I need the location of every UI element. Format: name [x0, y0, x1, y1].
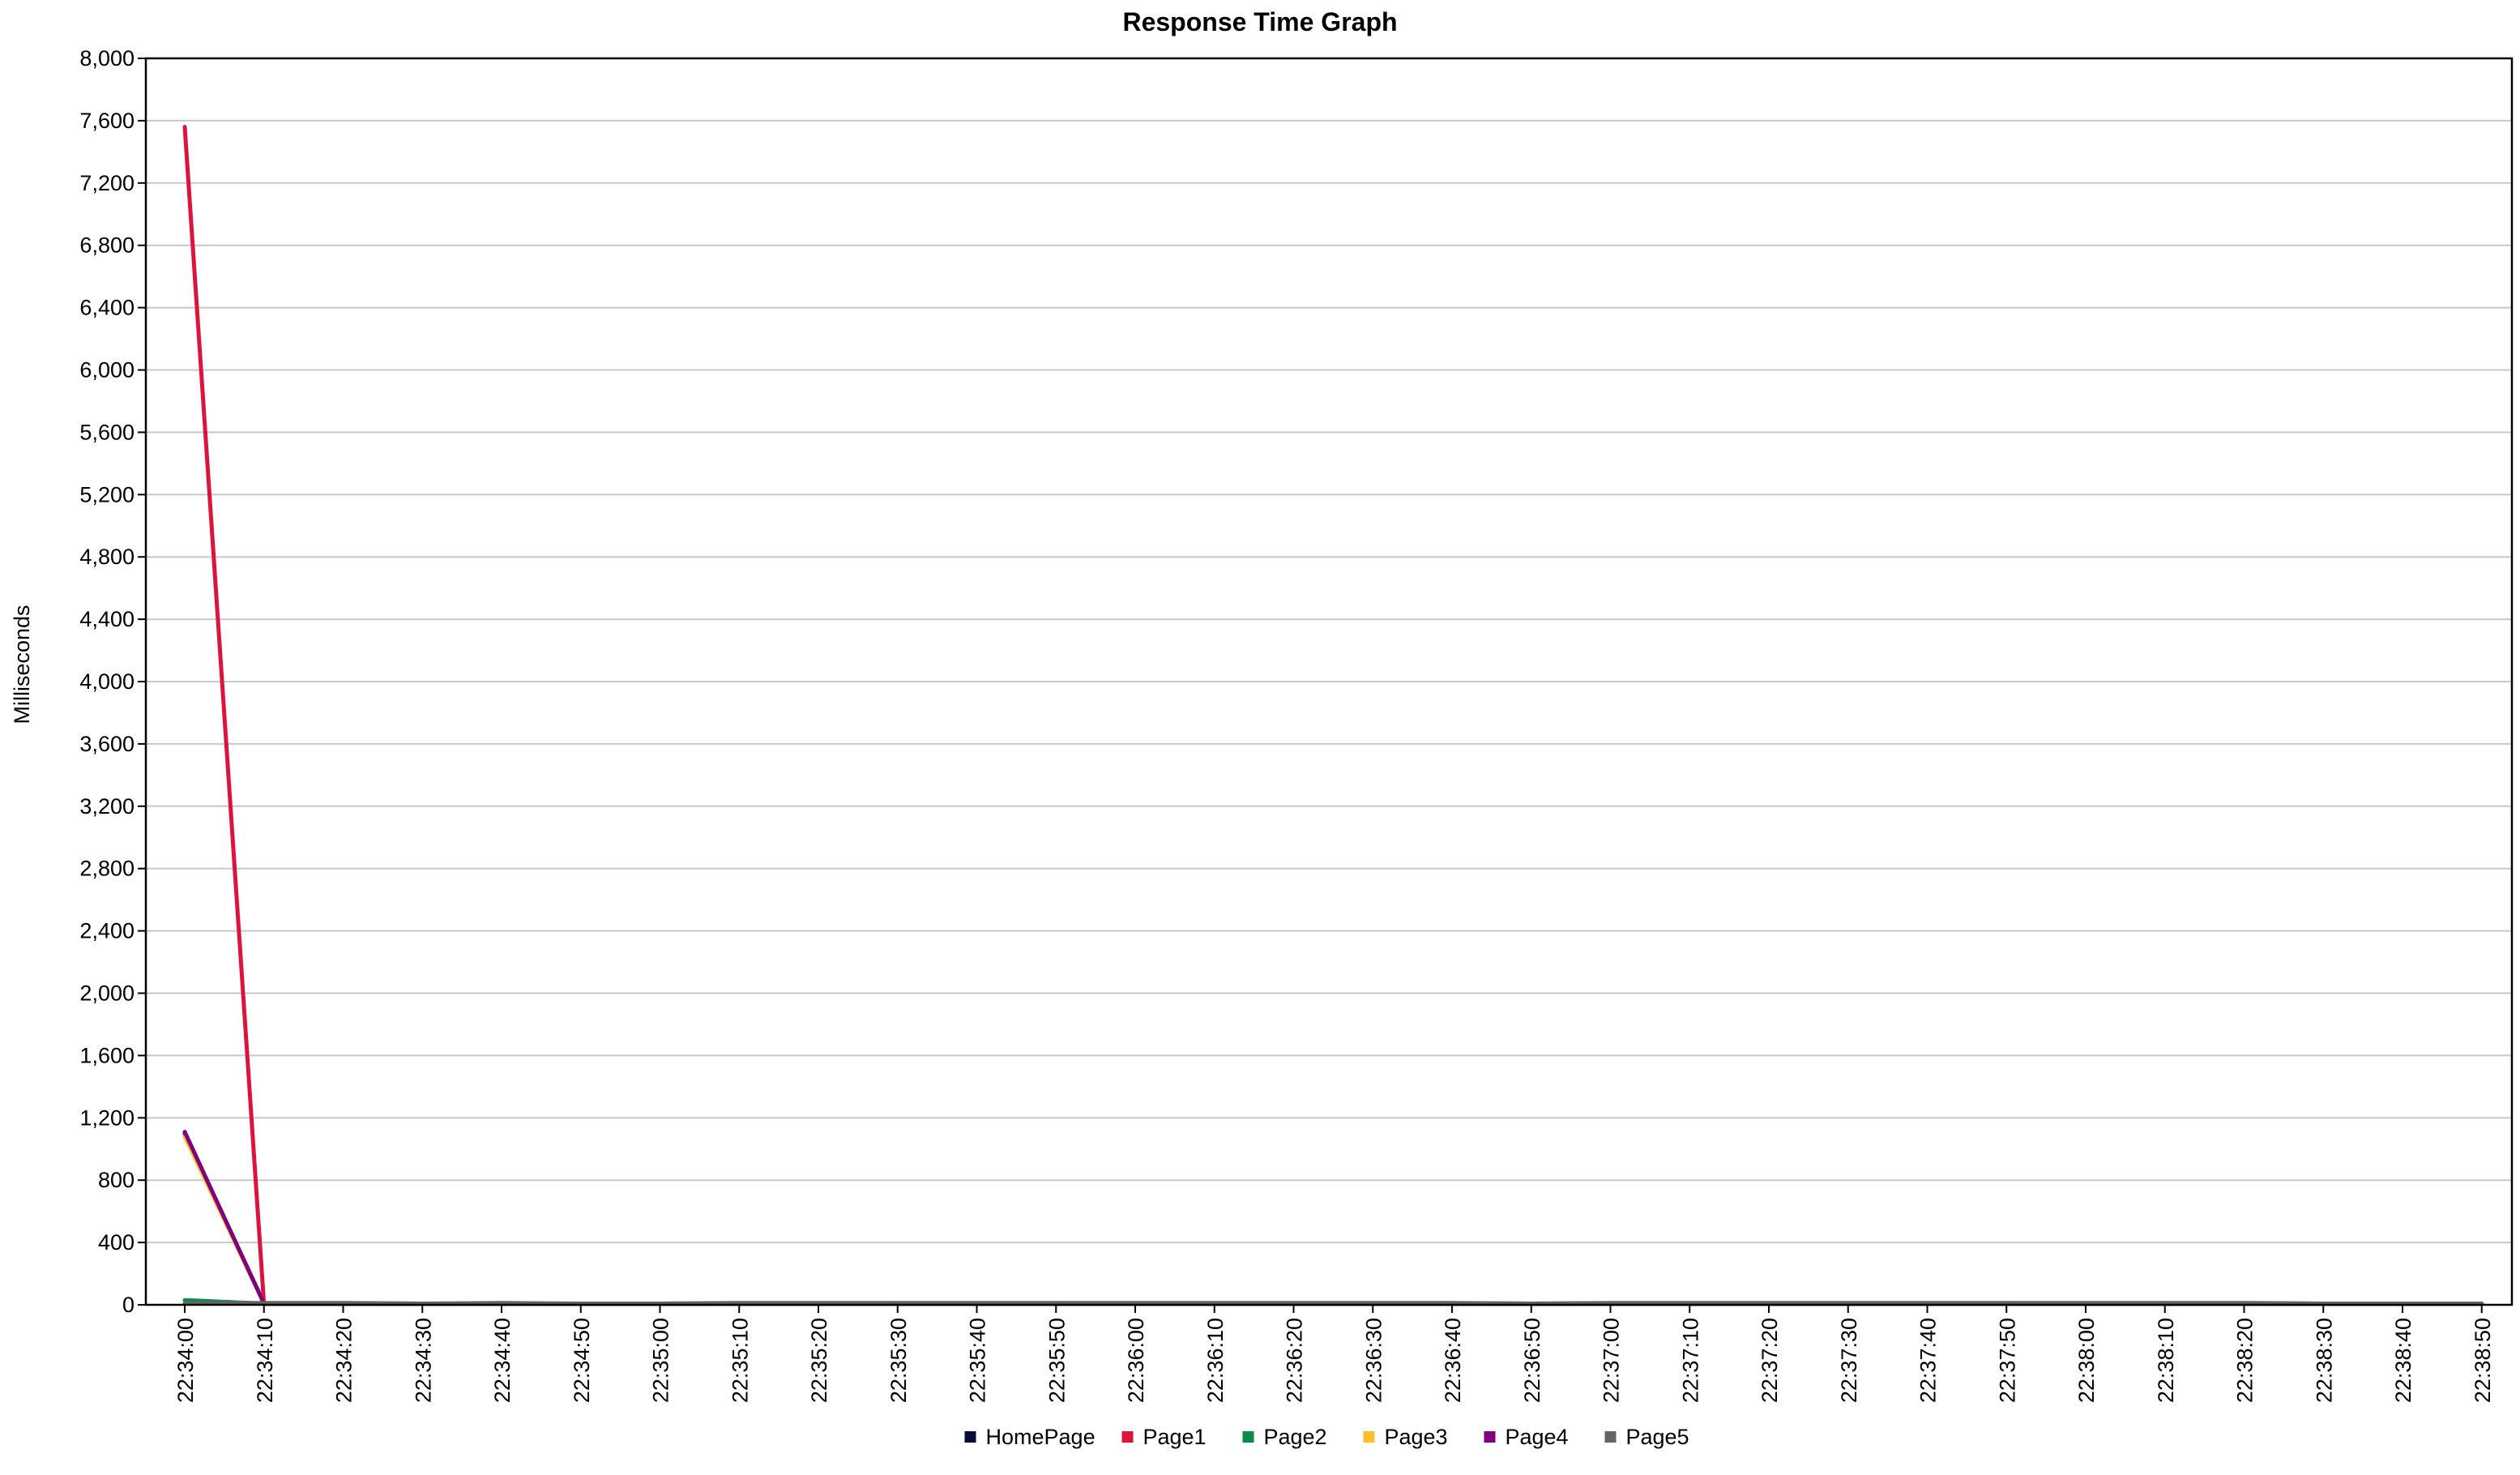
x-tick-label: 22:35:40	[966, 1318, 990, 1403]
y-tick-label: 5,200	[79, 482, 135, 507]
y-axis-label: Milliseconds	[10, 605, 34, 724]
x-tick-label: 22:35:10	[728, 1318, 752, 1403]
x-tick-label: 22:34:30	[411, 1318, 435, 1403]
x-tick-label: 22:36:20	[1283, 1318, 1307, 1403]
x-tick-label: 22:36:50	[1520, 1318, 1544, 1403]
legend-swatch-page3	[1363, 1431, 1375, 1443]
x-tick-label: 22:37:10	[1678, 1318, 1702, 1403]
x-tick-label: 22:35:30	[886, 1318, 911, 1403]
legend-swatch-homepage	[964, 1431, 976, 1443]
y-tick-label: 400	[98, 1230, 135, 1255]
y-tick-label: 7,200	[79, 171, 135, 195]
x-tick-label: 22:34:10	[253, 1318, 277, 1403]
y-tick-label: 5,600	[79, 420, 135, 444]
legend-label-page4: Page4	[1506, 1425, 1569, 1449]
y-tick-label: 3,600	[79, 732, 135, 756]
legend-label-page5: Page5	[1626, 1425, 1689, 1449]
legend-label-page1: Page1	[1143, 1425, 1207, 1449]
x-tick-label: 22:34:40	[490, 1318, 515, 1403]
y-tick-label: 0	[122, 1293, 135, 1317]
x-tick-label: 22:37:30	[1837, 1318, 1861, 1403]
y-tick-label: 4,000	[79, 669, 135, 694]
x-tick-label: 22:34:00	[173, 1318, 198, 1403]
y-tick-label: 6,000	[79, 358, 135, 383]
x-tick-label: 22:38:20	[2233, 1318, 2257, 1403]
x-tick-label: 22:38:10	[2154, 1318, 2178, 1403]
chart-title: Response Time Graph	[1122, 7, 1397, 36]
y-axis-ticks: 0 400 800 1,200 1,600 2,000 2,400 2,800 3,200 3,6…	[79, 46, 146, 1317]
y-tick-label: 8,000	[79, 46, 135, 71]
y-tick-label: 3,200	[79, 794, 135, 819]
legend-swatch-page2	[1242, 1431, 1254, 1443]
x-tick-label: 22:36:10	[1203, 1318, 1228, 1403]
x-tick-label: 22:38:30	[2312, 1318, 2336, 1403]
y-tick-label: 4,400	[79, 607, 135, 631]
series-line-page5	[182, 1301, 2484, 1306]
x-tick-label: 22:36:30	[1361, 1318, 1386, 1403]
legend-swatch-page4	[1484, 1431, 1496, 1443]
plot-area-frame	[144, 57, 2514, 1306]
x-tick-label: 22:35:20	[807, 1318, 831, 1403]
x-tick-label: 22:38:00	[2074, 1318, 2099, 1403]
x-tick-label: 22:35:50	[1044, 1318, 1069, 1403]
x-axis-ticks: 22:34:00 22:34:10 22:34:20 22:34:30 22:34:40…	[173, 1305, 2495, 1403]
x-tick-label: 22:38:50	[2471, 1318, 2495, 1403]
x-tick-label: 22:34:20	[332, 1318, 357, 1403]
x-tick-label: 22:34:50	[570, 1318, 594, 1403]
legend-label-page2: Page2	[1264, 1425, 1327, 1449]
legend-label-page3: Page3	[1385, 1425, 1448, 1449]
x-tick-label: 22:38:40	[2391, 1318, 2415, 1403]
x-tick-label: 22:37:00	[1600, 1318, 1624, 1403]
legend-swatch-page1	[1121, 1431, 1134, 1443]
y-tick-label: 1,200	[79, 1105, 135, 1130]
y-tick-label: 7,600	[79, 109, 135, 133]
x-tick-label: 22:37:50	[1995, 1318, 2019, 1403]
legend: HomePage Page1 Page2 Page3 Page4 Page5	[964, 1425, 1689, 1449]
y-tick-label: 800	[98, 1168, 135, 1192]
x-tick-label: 22:37:40	[1916, 1318, 1941, 1403]
grid-lines	[146, 119, 2512, 1244]
y-tick-label: 4,800	[79, 545, 135, 569]
x-tick-label: 22:36:00	[1124, 1318, 1148, 1403]
x-tick-label: 22:36:40	[1441, 1318, 1465, 1403]
y-tick-label: 6,400	[79, 296, 135, 320]
y-tick-label: 2,800	[79, 857, 135, 881]
x-tick-label: 22:35:00	[649, 1318, 673, 1403]
legend-label-homepage: HomePage	[986, 1425, 1096, 1449]
x-tick-label: 22:37:20	[1758, 1318, 1782, 1403]
y-tick-label: 2,000	[79, 981, 135, 1006]
legend-swatch-page5	[1604, 1431, 1617, 1443]
y-tick-label: 2,400	[79, 919, 135, 943]
y-tick-label: 6,800	[79, 233, 135, 258]
y-tick-label: 1,600	[79, 1043, 135, 1067]
